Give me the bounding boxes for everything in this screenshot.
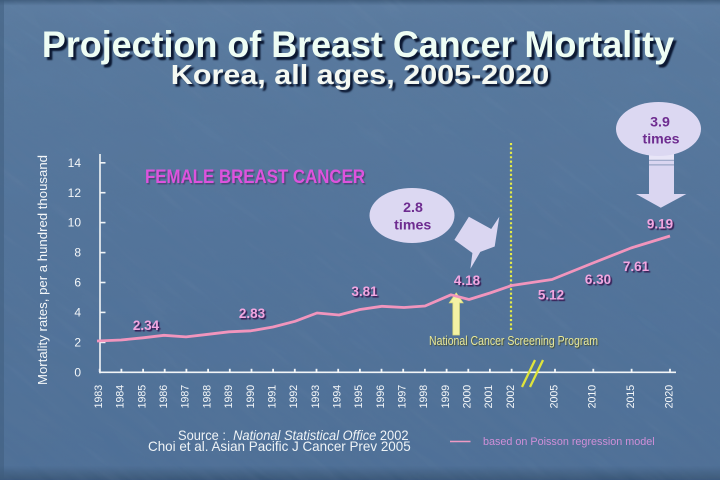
svg-text:1986: 1986 (158, 385, 170, 409)
svg-text:1995: 1995 (353, 385, 365, 409)
svg-text:FEMALE BREAST CANCER: FEMALE BREAST CANCER (145, 166, 365, 188)
svg-text:3.81: 3.81 (351, 284, 378, 299)
svg-text:times: times (642, 132, 679, 148)
svg-text:2015: 2015 (625, 385, 637, 409)
svg-text:2010: 2010 (587, 385, 599, 409)
svg-text:1996: 1996 (375, 385, 387, 409)
svg-text:1991: 1991 (266, 385, 278, 409)
svg-text:1984: 1984 (115, 385, 127, 409)
svg-text:National Cancer Screening Prog: National Cancer Screening Program (429, 333, 598, 348)
svg-text:1997: 1997 (397, 385, 409, 409)
svg-text:4.18: 4.18 (454, 273, 481, 288)
svg-text:1985: 1985 (136, 385, 148, 409)
svg-text:1989: 1989 (223, 385, 235, 409)
svg-text:1993: 1993 (310, 385, 322, 409)
svg-text:8: 8 (74, 246, 81, 260)
svg-text:6.30: 6.30 (585, 272, 611, 287)
svg-text:2: 2 (74, 336, 81, 350)
svg-text:1994: 1994 (332, 385, 344, 409)
svg-text:2002: 2002 (505, 385, 517, 409)
svg-text:14: 14 (68, 156, 82, 170)
svg-text:2.8: 2.8 (403, 200, 423, 216)
svg-text:Mortality rates, per a hundr: Mortality rates, per a hundred thousand (35, 155, 50, 385)
svg-text:9.19: 9.19 (647, 217, 673, 232)
svg-text:1999: 1999 (440, 385, 452, 409)
svg-text:3.9: 3.9 (650, 115, 670, 131)
svg-text:1987: 1987 (180, 385, 192, 409)
svg-text:2020: 2020 (663, 385, 675, 409)
svg-text:1998: 1998 (418, 385, 430, 409)
svg-text:5.12: 5.12 (538, 288, 564, 303)
svg-text:1983: 1983 (93, 385, 105, 409)
svg-text:6: 6 (74, 276, 81, 290)
svg-text:2000: 2000 (462, 385, 474, 409)
svg-text:2.34: 2.34 (133, 318, 160, 333)
svg-text:12: 12 (68, 186, 82, 200)
svg-text:2.83: 2.83 (239, 306, 266, 321)
svg-text:10: 10 (68, 216, 82, 230)
svg-text:1990: 1990 (245, 385, 257, 409)
svg-text:times: times (394, 218, 431, 234)
svg-text:2001: 2001 (483, 385, 495, 409)
svg-text:7.61: 7.61 (623, 259, 650, 274)
svg-text:0: 0 (74, 365, 81, 379)
svg-text:4: 4 (74, 306, 81, 320)
svg-text:1988: 1988 (201, 385, 213, 409)
svg-text:2005: 2005 (548, 385, 560, 409)
svg-text:1992: 1992 (288, 385, 300, 409)
